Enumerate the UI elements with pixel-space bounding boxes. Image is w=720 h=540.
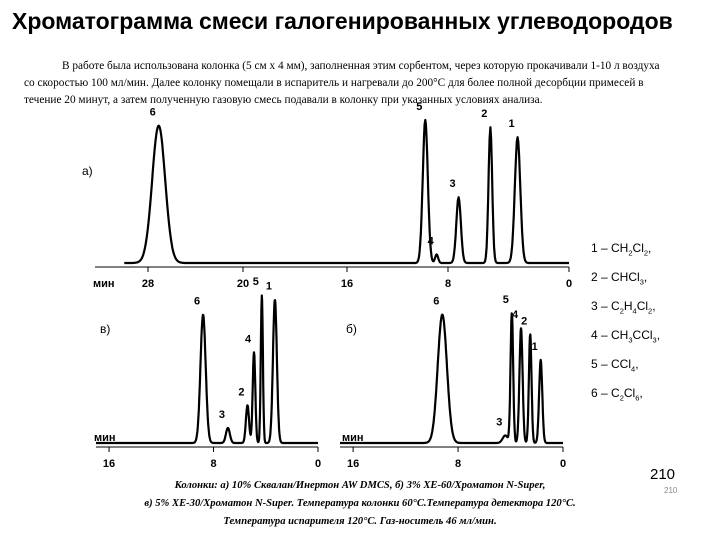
legend-number: 3 –: [591, 299, 612, 313]
legend-number: 2 –: [591, 270, 612, 284]
x-tick-label: 8: [210, 458, 216, 470]
legend-number: 6 –: [591, 386, 612, 400]
x-tick-label: 16: [347, 458, 359, 470]
chromatogram-trace: [95, 294, 319, 445]
page-number: 210: [650, 466, 676, 483]
legend-formula-subscript: 2: [619, 393, 624, 403]
peak-label: 6: [150, 107, 156, 119]
x-tick-label: 28: [142, 278, 154, 290]
peak-label: 2: [238, 386, 244, 398]
peak-label: 2: [521, 315, 527, 327]
legend-formula-subscript: 2: [628, 248, 633, 258]
axis-unit-label: мин: [342, 432, 364, 444]
x-tick-label: 8: [445, 278, 451, 290]
compound-legend: 1 – CH2Cl2, 2 – CHCl3, 3 – C2H4Cl2, 4 – CH3…: [591, 238, 716, 412]
legend-punct: ,: [639, 386, 643, 400]
peak-label: 3: [219, 409, 225, 421]
legend-punct: ,: [643, 270, 648, 284]
legend-number: 5 –: [591, 357, 612, 371]
legend-formula-part: Cl: [623, 386, 636, 400]
caption-line: Колонки: а) 10% Сквалан/Инертон AW DMCS,…: [174, 480, 546, 491]
legend-formula-subscript: 6: [635, 393, 640, 403]
chromatogram-trace: [123, 118, 570, 265]
peak-label: 2: [481, 108, 487, 120]
panel-label: в): [100, 322, 110, 336]
intro-text: В работе была использована колонка (5 см…: [24, 60, 660, 106]
page-title: Хроматограмма смеси галогенированных угл…: [12, 8, 673, 34]
legend-item: 2 – CHCl3,: [591, 267, 716, 296]
legend-number: 4 –: [591, 328, 612, 342]
legend-formula-subscript: 2: [619, 306, 624, 316]
legend-formula-part: H: [623, 299, 633, 313]
caption-line: в) 5% XE-30/Хроматон N-Super. Температур…: [144, 498, 576, 509]
panel-label: а): [82, 164, 93, 178]
legend-formula-part: Cl: [636, 299, 649, 313]
page-number-small: 210: [664, 486, 678, 495]
legend-formula-part: CHCl: [611, 270, 640, 284]
peak-label: 1: [266, 281, 272, 293]
panel-label: б): [346, 322, 357, 336]
legend-number: 1 –: [591, 241, 612, 255]
legend-punct: ,: [648, 241, 652, 255]
x-tick-label: 8: [455, 458, 461, 470]
legend-formula-subscript: 2: [643, 248, 649, 258]
chromatogram-trace: [339, 312, 564, 445]
legend-formula-subscript: 3: [639, 277, 644, 287]
peak-label: 5: [416, 101, 422, 113]
peak-label: 6: [194, 296, 200, 308]
chromatogram-panel-v: 16 8 0 мин в) 6 3 2 4 5 1: [94, 276, 321, 470]
intro-paragraph: В работе была использована колонка (5 см…: [24, 58, 672, 109]
legend-formula-subscript: 2: [648, 306, 653, 316]
legend-formula-subscript: 3: [628, 335, 633, 345]
peak-label: 3: [496, 416, 502, 428]
legend-formula-subscript: 3: [652, 335, 657, 345]
legend-item: 1 – CH2Cl2,: [591, 238, 716, 267]
legend-formula-part: C: [611, 386, 620, 400]
x-tick-label: 16: [341, 278, 353, 290]
chromatogram-panel-a: 28 20 16 8 0 мин а) 6 5 4 3 2 1: [82, 101, 572, 290]
peak-label: 1: [509, 118, 515, 130]
legend-item: 4 – CH3CCl3,: [591, 325, 716, 354]
x-tick-label: 0: [566, 278, 572, 290]
legend-item: 3 – C2H4Cl2,: [591, 296, 716, 325]
legend-formula-part: CCl: [611, 357, 632, 371]
peak-label: 4: [245, 333, 252, 345]
chromatogram-panel-b: 16 8 0 мин б) 6 3 542 1: [339, 294, 566, 470]
legend-formula-part: CH: [611, 241, 629, 255]
legend-item: 5 – CCl4,: [591, 354, 716, 383]
peak-label: 1: [532, 341, 538, 353]
peak-label: 3: [450, 178, 456, 190]
peak-label: 4: [512, 309, 519, 321]
legend-formula-subscript: 4: [632, 306, 637, 316]
legend-item: 6 – C2Cl6,: [591, 383, 716, 412]
legend-formula-part: CH: [611, 328, 629, 342]
caption-line: Температура испарителя 120°С. Газ-носите…: [223, 516, 497, 527]
axis-unit-label: мин: [93, 278, 115, 290]
legend-formula-subscript: 4: [631, 364, 636, 374]
legend-punct: ,: [635, 357, 639, 371]
peak-label: 5: [503, 294, 509, 306]
legend-punct: ,: [656, 328, 661, 342]
peak-label: 6: [433, 296, 439, 308]
legend-formula-part: CCl: [632, 328, 653, 342]
figure-caption: Колонки: а) 10% Сквалан/Инертон AW DMCS,…: [0, 477, 720, 531]
legend-punct: ,: [652, 299, 656, 313]
peak-label: 5: [253, 276, 259, 288]
x-tick-label: 0: [560, 458, 566, 470]
x-tick-label: 0: [315, 458, 321, 470]
peak-label: 4: [428, 235, 435, 247]
axis-unit-label: мин: [94, 432, 116, 444]
x-tick-label: 16: [103, 458, 115, 470]
legend-formula-part: Cl: [632, 241, 644, 255]
legend-formula-part: C: [611, 299, 620, 313]
x-tick-label: 20: [237, 278, 249, 290]
